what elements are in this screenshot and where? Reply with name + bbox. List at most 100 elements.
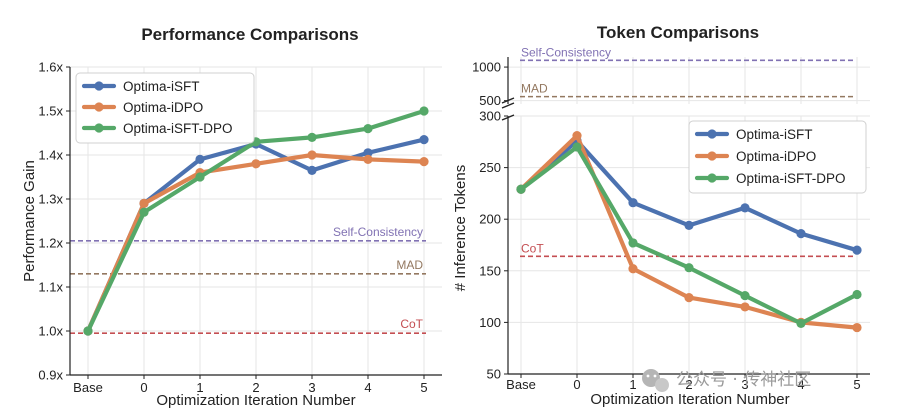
performance-point-optima-isft-dpo — [195, 172, 205, 182]
token-legend-marker-optima-idpo — [707, 151, 717, 161]
token-chart-title: Token Comparisons — [597, 23, 759, 42]
performance-y-tick-label: 1.0x — [38, 324, 63, 339]
performance-point-optima-idpo — [251, 159, 261, 169]
token-y-axis-label: # Inference Tokens — [452, 165, 469, 291]
token-x-tick-label: Base — [506, 377, 536, 392]
performance-legend-label-optima-isft-dpo: Optima-iSFT-DPO — [123, 121, 233, 136]
token-reference-lines: Self-Consistency MAD CoT — [520, 45, 856, 258]
token-ref-label-cot: CoT — [521, 241, 544, 255]
performance-ref-label-self-consistency: Self-Consistency — [333, 225, 423, 239]
performance-legend-marker-optima-isft — [94, 81, 104, 91]
performance-x-axis-label: Optimization Iteration Number — [156, 392, 355, 409]
token-legend-label-optima-idpo: Optima-iDPO — [736, 149, 816, 164]
token-point-optima-isft-dpo — [628, 238, 638, 248]
performance-ref-label-mad: MAD — [396, 258, 423, 272]
token-point-optima-isft — [684, 220, 694, 230]
token-series — [516, 131, 862, 333]
token-chart: Token Comparisons Self-Consistency MAD CoT… — [452, 23, 870, 408]
token-y-tick-label: 150 — [479, 263, 501, 278]
token-x-tick-label: 5 — [853, 377, 860, 392]
token-point-optima-isft-dpo — [852, 289, 862, 300]
performance-x-ticks: Base 0 1 2 3 4 5 — [73, 375, 428, 395]
performance-legend-marker-optima-idpo — [94, 102, 104, 112]
token-point-optima-isft — [628, 198, 638, 208]
token-upper-y-tick-label: 1000 — [472, 60, 501, 75]
token-upper-y-tick-label: 500 — [479, 93, 501, 108]
performance-ref-label-cot: CoT — [400, 317, 423, 331]
performance-x-tick-label: 1 — [196, 380, 203, 395]
performance-point-optima-isft-dpo — [139, 207, 149, 217]
performance-y-tick-label: 1.3x — [38, 192, 63, 207]
performance-point-optima-idpo — [419, 157, 429, 167]
token-point-optima-isft — [796, 229, 806, 239]
token-point-optima-isft-dpo — [796, 318, 806, 329]
token-y-tick-label: 300 — [479, 109, 501, 124]
token-y-tick-label: 50 — [487, 367, 501, 382]
token-y-tick-label: 250 — [479, 160, 501, 175]
performance-point-optima-idpo — [363, 154, 373, 164]
performance-x-tick-label: 2 — [252, 380, 259, 395]
performance-x-tick-label: Base — [73, 380, 103, 395]
performance-point-optima-isft — [195, 154, 205, 164]
performance-point-optima-isft-dpo — [363, 124, 373, 134]
token-legend-label-optima-isft-dpo: Optima-iSFT-DPO — [736, 171, 846, 186]
token-legend-label-optima-isft: Optima-iSFT — [736, 127, 813, 142]
performance-point-optima-idpo — [307, 150, 317, 160]
token-legend-box — [688, 120, 867, 194]
token-point-optima-idpo — [684, 293, 694, 303]
performance-x-tick-label: 4 — [364, 380, 371, 395]
token-x-axis-label: Optimization Iteration Number — [590, 391, 789, 408]
token-x-tick-label: 1 — [629, 377, 636, 392]
performance-point-optima-isft — [307, 165, 317, 175]
watermark: 公众号 · 传神社区 — [642, 369, 811, 392]
performance-point-optima-isft-dpo — [83, 326, 93, 336]
performance-y-tick-label: 1.5x — [38, 104, 63, 119]
performance-chart-title: Performance Comparisons — [141, 25, 358, 44]
token-point-optima-idpo — [628, 264, 638, 274]
token-point-optima-isft — [740, 203, 750, 213]
performance-chart: Performance Comparisons Self-Consistency… — [21, 25, 442, 409]
token-legend-marker-optima-isft — [707, 129, 717, 139]
token-point-optima-isft — [852, 245, 862, 255]
token-x-tick-label: 0 — [573, 377, 580, 392]
performance-legend-label-optima-idpo: Optima-iDPO — [123, 100, 203, 115]
token-point-optima-idpo — [852, 322, 862, 333]
token-legend-marker-optima-isft-dpo — [707, 173, 717, 183]
wechat-icon — [642, 369, 669, 392]
token-x-tick-label: 3 — [741, 377, 748, 392]
token-ref-label-mad: MAD — [521, 82, 548, 96]
token-x-ticks: Base 0 1 2 3 4 5 — [506, 374, 861, 392]
performance-y-ticks: 0.9x 1.0x 1.1x 1.2x 1.3x 1.4x 1.5x 1.6x — [38, 60, 70, 383]
token-point-optima-idpo — [572, 131, 582, 141]
performance-y-tick-label: 1.4x — [38, 148, 63, 163]
axis-break-lower-mark — [501, 114, 515, 121]
token-x-tick-label: 2 — [685, 377, 692, 392]
performance-x-tick-label: 5 — [420, 380, 427, 395]
token-point-optima-isft-dpo — [684, 263, 694, 273]
performance-point-optima-isft-dpo — [307, 132, 317, 142]
token-point-optima-isft-dpo — [572, 142, 582, 152]
performance-series — [83, 106, 429, 336]
performance-legend: Optima-iSFT Optima-iDPO Optima-iSFT-DPO — [75, 72, 255, 144]
performance-x-tick-label: 0 — [140, 380, 147, 395]
performance-legend-marker-optima-isft-dpo — [94, 123, 104, 133]
token-y-tick-label: 100 — [479, 315, 501, 330]
performance-x-tick-label: 3 — [308, 380, 315, 395]
performance-legend-box — [75, 72, 255, 144]
token-point-optima-isft-dpo — [740, 290, 750, 301]
token-legend: Optima-iSFT Optima-iDPO Optima-iSFT-DPO — [688, 120, 867, 194]
token-point-optima-isft-dpo — [516, 184, 526, 194]
token-x-tick-label: 4 — [797, 377, 804, 392]
performance-point-optima-isft-dpo — [419, 106, 429, 116]
performance-y-axis-label: Performance Gain — [21, 160, 38, 282]
performance-y-tick-label: 1.2x — [38, 236, 63, 251]
token-point-optima-idpo — [740, 302, 750, 312]
performance-point-optima-idpo — [139, 198, 149, 208]
token-y-tick-label: 200 — [479, 212, 501, 227]
performance-y-tick-label: 1.6x — [38, 60, 63, 75]
performance-point-optima-isft — [363, 148, 373, 158]
token-ref-label-self-consistency: Self-Consistency — [521, 45, 611, 59]
performance-y-tick-label: 1.1x — [38, 280, 63, 295]
